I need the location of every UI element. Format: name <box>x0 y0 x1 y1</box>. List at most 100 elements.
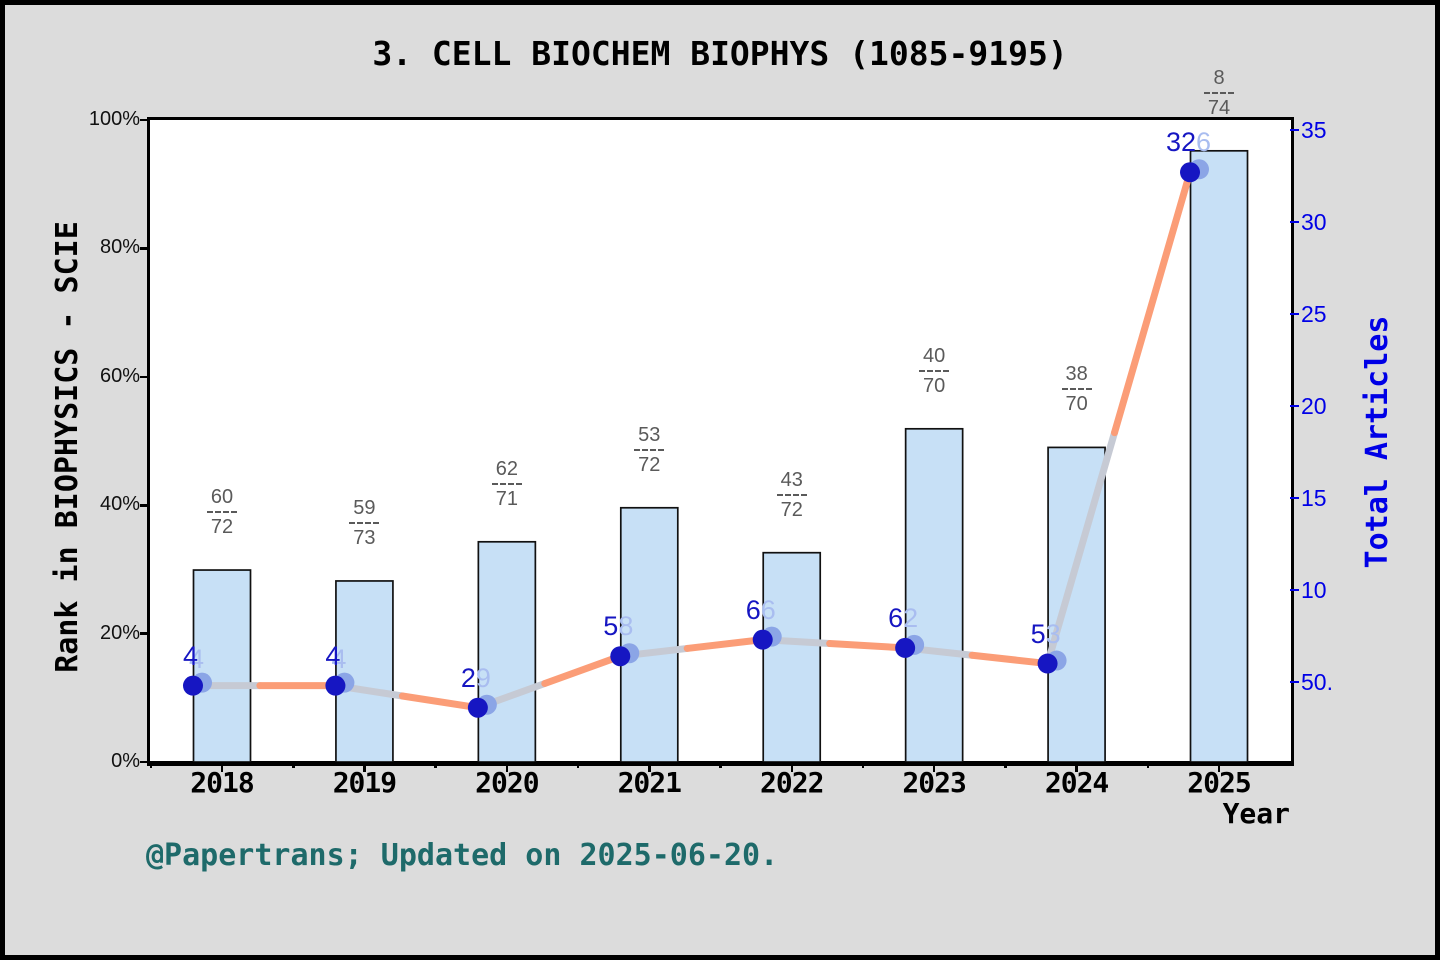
x-major-tick <box>932 762 936 772</box>
rank-denominator: 70 <box>923 374 946 397</box>
x-minor-tick <box>861 762 865 768</box>
fraction-bar <box>634 448 665 451</box>
rank-numerator: 40 <box>923 344 946 367</box>
rank-numerator: 43 <box>780 468 803 491</box>
point-label-echo: 6 <box>760 594 776 625</box>
fraction-bar <box>919 369 950 372</box>
articles-point-2024 <box>1037 653 1058 674</box>
x-tick-label-2020: 2020 <box>475 766 539 799</box>
x-major-tick <box>220 762 224 772</box>
point-value-label-2025: 326 <box>1166 128 1211 156</box>
rank-fraction-2020: 62 71 <box>462 458 552 510</box>
point-label-echo: 8 <box>618 611 634 642</box>
x-major-tick <box>1217 762 1221 772</box>
rank-numerator: 62 <box>495 457 518 480</box>
x-minor-tick <box>1146 762 1150 768</box>
right-tick-label: 10 <box>1301 576 1327 603</box>
right-tick-label: 35 <box>1301 116 1327 143</box>
right-tick-mark <box>1290 588 1299 592</box>
x-tick-label-2022: 2022 <box>760 766 824 799</box>
rank-bar-2019 <box>335 580 394 762</box>
articles-line-orange-seg <box>968 651 1052 668</box>
rank-bar-2018 <box>192 569 252 762</box>
right-tick-label: 50. <box>1301 668 1333 695</box>
left-tick-mark <box>140 247 150 250</box>
right-tick-mark <box>1290 128 1299 132</box>
point-label-main: 4 <box>325 640 341 671</box>
right-tick-mark <box>1290 312 1299 316</box>
point-label-main: 6 <box>745 594 761 625</box>
left-tick-label: 0% <box>111 750 140 772</box>
rank-denominator: 72 <box>638 453 661 476</box>
left-tick-label: 100% <box>88 108 140 130</box>
x-minor-tick <box>292 762 295 768</box>
point-value-label-2022: 66 <box>746 596 776 624</box>
point-label-main: 32 <box>1166 127 1197 158</box>
fraction-bar <box>1061 388 1092 391</box>
plot-marks-layer <box>183 149 1249 762</box>
point-value-label-2021: 58 <box>603 612 633 640</box>
left-tick-label: 60% <box>99 364 140 387</box>
point-label-echo: 9 <box>475 662 491 693</box>
right-tick-mark <box>1290 496 1299 500</box>
x-major-tick <box>1075 762 1078 772</box>
rank-fraction-2025: 8 74 <box>1174 67 1264 119</box>
x-minor-tick <box>434 762 437 768</box>
right-tick-label: 15 <box>1301 484 1327 511</box>
right-tick-label: 30 <box>1301 208 1327 235</box>
point-label-main: 2 <box>460 662 476 693</box>
rank-fraction-2022: 43 72 <box>747 469 837 521</box>
rank-numerator: 8 <box>1213 66 1225 89</box>
left-tick-mark <box>140 760 150 764</box>
articles-line-orange-seg <box>1111 168 1194 437</box>
fraction-bar <box>491 482 522 485</box>
rank-numerator: 59 <box>353 496 376 519</box>
left-tick-label: 20% <box>99 621 140 644</box>
x-tick-label-2023: 2023 <box>902 766 966 799</box>
x-tick-label-2025: 2025 <box>1187 766 1251 799</box>
rank-fraction-2018: 60 72 <box>177 486 267 538</box>
rank-denominator: 70 <box>1065 393 1088 416</box>
point-label-echo: 4 <box>189 643 205 674</box>
x-tick-label-2021: 2021 <box>617 766 682 799</box>
rank-numerator: 53 <box>638 423 661 446</box>
fraction-bar <box>1204 91 1234 94</box>
point-label-echo: 2 <box>903 602 919 633</box>
right-tick-mark <box>1290 220 1299 224</box>
rank-denominator: 74 <box>1207 96 1231 119</box>
rank-denominator: 71 <box>495 487 518 510</box>
x-major-tick <box>505 762 509 772</box>
x-minor-tick <box>719 762 722 768</box>
articles-point-2022 <box>752 629 773 650</box>
left-tick-label: 80% <box>99 236 140 259</box>
articles-point-2020 <box>467 697 488 718</box>
left-tick-label: 40% <box>99 493 140 516</box>
left-tick-mark <box>140 504 150 507</box>
x-tick-label-2024: 2024 <box>1044 766 1109 799</box>
articles-point-2019 <box>325 675 346 696</box>
articles-point-2021 <box>610 646 631 667</box>
x-major-tick <box>790 762 794 772</box>
point-label-main: 4 <box>183 640 199 671</box>
articles-point-2025 <box>1180 162 1201 183</box>
x-minor-tick <box>576 762 580 768</box>
x-tick-label-2018: 2018 <box>190 766 254 799</box>
fraction-bar <box>776 493 807 496</box>
point-value-label-2020: 29 <box>461 664 491 692</box>
x-minor-tick <box>149 762 153 768</box>
chart-title: 3. CELL BIOCHEM BIOPHYS (1085-9195) <box>372 34 1068 73</box>
point-label-main: 5 <box>1030 618 1046 649</box>
x-minor-tick <box>1004 762 1007 768</box>
left-tick-mark <box>140 375 150 379</box>
rank-fraction-2024: 38 70 <box>1032 363 1122 415</box>
rank-bar-2022 <box>762 551 822 762</box>
right-tick-label: 25 <box>1301 300 1327 327</box>
right-tick-mark <box>1290 404 1299 408</box>
right-tick-mark <box>1290 680 1299 684</box>
x-axis-title: Year <box>1222 797 1290 830</box>
articles-line-orange-seg <box>826 640 909 652</box>
articles-line-orange-seg <box>398 692 482 712</box>
